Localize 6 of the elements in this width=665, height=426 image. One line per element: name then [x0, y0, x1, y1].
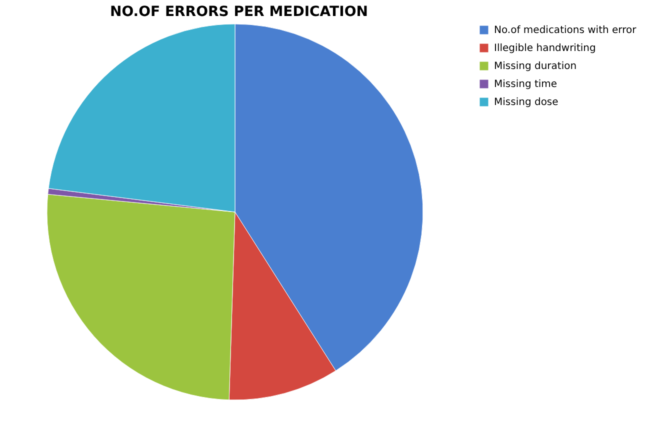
legend-label: No.of medications with error	[494, 25, 638, 36]
legend-label: Missing dose	[494, 97, 558, 108]
legend-label: Missing duration	[494, 61, 577, 72]
chart-title: NO.OF ERRORS PER MEDICATION	[110, 4, 368, 20]
legend-label: Illegible handwriting	[494, 43, 596, 54]
legend-label: Missing time	[494, 79, 558, 90]
